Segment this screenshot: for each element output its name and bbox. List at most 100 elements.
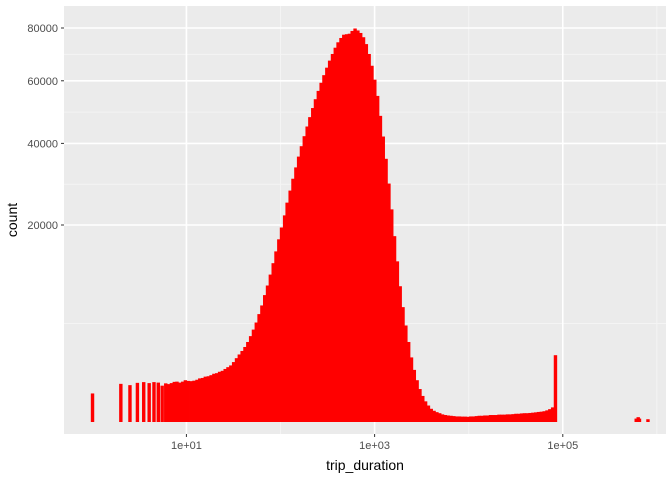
histogram-bar: [234, 358, 239, 422]
histogram-bar: [90, 393, 95, 422]
histogram-bar: [311, 108, 315, 422]
histogram-bar: [446, 415, 450, 422]
histogram-bar: [209, 375, 213, 422]
histogram-bar: [175, 381, 179, 422]
histogram-bar: [491, 415, 496, 422]
histogram-bar: [505, 414, 510, 422]
histogram-bar: [296, 156, 301, 422]
histogram-bar: [486, 415, 490, 422]
x-axis-title: trip_duration: [326, 457, 404, 473]
histogram-bar: [471, 416, 476, 422]
histogram-bar: [452, 416, 456, 422]
histogram-bar: [381, 136, 385, 422]
histogram-bar: [257, 314, 261, 422]
histogram-bar: [646, 419, 650, 422]
histogram-bar: [545, 410, 549, 422]
histogram-bar: [135, 382, 140, 422]
histogram-bar: [223, 368, 227, 422]
histogram-bar: [288, 190, 292, 422]
histogram-bar: [251, 329, 256, 422]
histogram-bar: [142, 382, 146, 422]
histogram-bar: [519, 413, 524, 422]
histogram-bar: [378, 115, 383, 423]
histogram-bar: [553, 355, 558, 422]
histogram-bar: [508, 414, 512, 422]
histogram-bar: [429, 408, 433, 422]
histogram-bar: [200, 377, 205, 422]
histogram-bar: [514, 413, 518, 422]
histogram-bar: [454, 416, 459, 422]
histogram-bar: [418, 389, 422, 422]
histogram-bar: [192, 380, 196, 422]
histogram-bar: [364, 44, 369, 423]
x-axis-ticks: 1e+01 1e+03 1e+05: [171, 434, 578, 452]
histogram-bar: [480, 415, 484, 422]
histogram-bar: [164, 383, 168, 422]
histogram-bar: [319, 82, 323, 422]
histogram-bar: [415, 380, 419, 422]
histogram-bar: [186, 380, 190, 422]
histogram-bar: [271, 263, 275, 422]
histogram-bar: [243, 346, 247, 422]
x-tick-label: 1e+03: [359, 440, 390, 452]
histogram-bar: [361, 37, 366, 422]
histogram-bar: [542, 411, 546, 422]
histogram-bar: [435, 412, 439, 422]
histogram-bar: [344, 34, 349, 423]
histogram-bar: [254, 322, 258, 422]
histogram-bar: [367, 53, 371, 422]
histogram-bar: [539, 411, 544, 422]
y-axis-ticks: 20000 40000 60000 80000: [27, 23, 64, 232]
histogram-bar: [203, 376, 208, 422]
histogram-bar: [226, 367, 230, 422]
histogram-bar: [531, 412, 535, 422]
histogram-bar: [119, 383, 123, 422]
histogram-bar: [330, 53, 335, 422]
histogram-bar: [206, 376, 211, 422]
histogram-bar: [316, 90, 321, 422]
histogram-bar: [302, 136, 306, 422]
histogram-bar: [398, 286, 402, 422]
histogram-bar: [358, 32, 363, 423]
histogram-bar: [466, 416, 470, 422]
histogram-bar: [525, 413, 529, 422]
histogram-bar: [522, 413, 527, 422]
histogram-bar: [443, 415, 448, 422]
histogram-bar: [342, 34, 346, 423]
histogram-bar: [336, 42, 340, 423]
histogram-bar: [166, 384, 171, 422]
y-tick-label: 60000: [27, 76, 58, 88]
histogram-bar: [469, 416, 473, 422]
histogram-bar: [432, 410, 436, 422]
histogram-bar: [511, 414, 515, 422]
x-tick-label: 1e+01: [171, 440, 202, 452]
histogram-bar: [550, 407, 555, 422]
histogram-bar: [463, 416, 467, 422]
histogram-bar: [373, 79, 377, 423]
y-tick-label: 20000: [27, 220, 58, 232]
histogram-bar: [457, 416, 462, 422]
histogram-bar: [229, 365, 233, 422]
histogram-bar: [285, 202, 289, 422]
histogram-bar: [237, 354, 242, 422]
histogram-bar: [421, 395, 425, 422]
histogram-bar: [282, 215, 287, 422]
histogram-bar: [423, 401, 428, 422]
x-tick-label: 1e+05: [547, 440, 578, 452]
histogram-bar: [517, 413, 521, 422]
histogram-bar: [263, 295, 267, 422]
histogram-bar: [460, 416, 465, 422]
histogram-bar: [291, 178, 295, 422]
histogram-bar: [195, 379, 199, 422]
histogram-bar: [265, 285, 270, 422]
histogram-bar: [395, 261, 400, 422]
y-tick-label: 80000: [27, 23, 58, 35]
histogram-bar: [347, 33, 352, 423]
histogram-bar: [500, 414, 504, 422]
histogram-bar: [246, 341, 250, 422]
histogram-bar: [438, 413, 442, 422]
histogram-bar: [339, 37, 343, 422]
histogram-bar: [274, 251, 278, 422]
histogram-bar: [502, 414, 507, 422]
